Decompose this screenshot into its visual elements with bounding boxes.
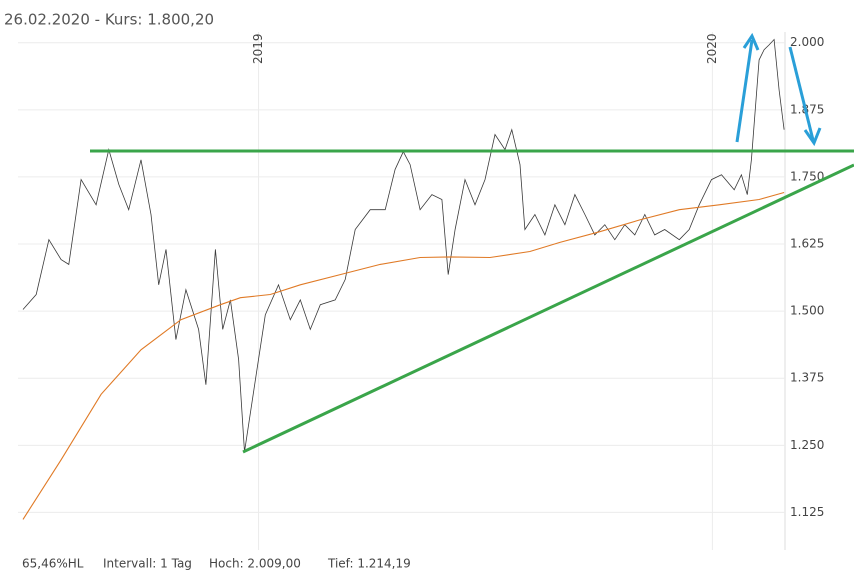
y-tick-label: 1.500	[790, 304, 824, 318]
arrow-up	[735, 39, 754, 143]
footer-stat: 65,46%HL	[22, 557, 84, 571]
data-line	[22, 38, 785, 452]
y-tick-label: 1.250	[790, 438, 824, 452]
y-tick-label: 1.875	[790, 102, 824, 116]
annotations	[90, 32, 854, 454]
chart-title: 26.02.2020 - Kurs: 1.800,20	[4, 11, 214, 29]
data-line	[22, 191, 785, 520]
y-tick-label: 1.625	[790, 237, 824, 251]
arrow-head	[803, 127, 822, 147]
arrow-head	[742, 32, 760, 51]
y-tick-label: 1.125	[790, 505, 824, 519]
x-tick-label: 2020	[705, 33, 719, 64]
arrow-down	[788, 46, 815, 141]
footer-stat: Intervall: 1 Tag	[103, 557, 192, 571]
x-tick-label: 2019	[251, 33, 265, 64]
y-tick-label: 2.000	[790, 35, 824, 49]
y-tick-label: 1.750	[790, 169, 824, 183]
footer-stat: Tief: 1.214,19	[327, 557, 411, 571]
footer-stat: Hoch: 2.009,00	[209, 557, 301, 571]
y-tick-label: 1.375	[790, 371, 824, 385]
trend-line	[242, 163, 854, 454]
